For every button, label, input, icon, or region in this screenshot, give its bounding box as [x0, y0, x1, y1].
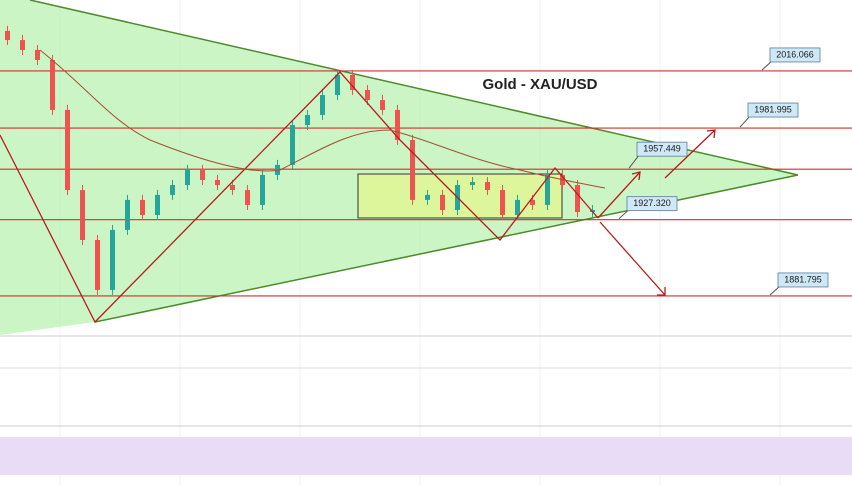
candle-body	[485, 181, 490, 191]
label-connector	[761, 60, 773, 71]
candle-body	[575, 185, 580, 212]
triangle-lower	[94, 174, 799, 323]
level-label: 1927.320	[633, 198, 671, 208]
candle-body	[200, 169, 205, 180]
level-label-box	[626, 196, 678, 212]
candle-body	[35, 49, 40, 60]
candle-body	[410, 139, 415, 200]
candle-body	[185, 169, 190, 186]
candle-body	[80, 190, 85, 240]
rsi-band	[0, 437, 852, 475]
candle-body	[140, 199, 145, 216]
chart-title: Gold - XAU/USD	[483, 76, 598, 93]
candle-body	[20, 40, 25, 50]
candle-body	[5, 30, 10, 41]
candle-body	[470, 181, 475, 186]
level-label-box	[769, 47, 821, 63]
candle-body	[515, 199, 520, 216]
marks: 2016.066 1981.995 1957.449 1927.320 1881.795	[0, 25, 852, 297]
triangle-pattern	[0, 0, 798, 335]
candle-body	[155, 194, 160, 216]
level-label: 1981.995	[754, 104, 792, 114]
level-label-box	[747, 102, 799, 118]
candle-body	[65, 109, 70, 191]
level-label: 2016.066	[776, 49, 814, 59]
moving-average	[39, 49, 606, 189]
label-connector	[769, 285, 781, 296]
candle-body	[50, 59, 55, 110]
candle-body	[365, 89, 370, 101]
arrows	[0, 71, 716, 324]
candle-body	[245, 190, 250, 205]
candle-body	[110, 229, 115, 290]
candle-body	[440, 194, 445, 210]
candle-body	[305, 114, 310, 126]
candle-body	[500, 190, 505, 216]
candle-body	[290, 125, 295, 165]
candle-body	[395, 109, 400, 140]
level-label-box	[636, 141, 688, 157]
candle-body	[350, 74, 355, 90]
candle-body	[95, 239, 100, 290]
label-connector	[739, 115, 751, 128]
candle-body	[170, 185, 175, 195]
level-label: 1881.795	[784, 274, 822, 284]
candle-body	[320, 95, 325, 115]
candle-body	[125, 199, 130, 230]
candle-body	[215, 179, 220, 186]
candle-body	[335, 74, 340, 96]
label-connector	[628, 154, 640, 169]
candle-body	[260, 174, 265, 205]
level-label: 1957.449	[643, 144, 681, 154]
level-label-box	[777, 272, 829, 288]
label-connector	[618, 209, 630, 220]
candle-body	[545, 174, 550, 205]
candle-body	[425, 194, 430, 200]
candle-body	[380, 100, 385, 110]
candle-body	[530, 199, 535, 205]
candle-body	[230, 185, 235, 191]
